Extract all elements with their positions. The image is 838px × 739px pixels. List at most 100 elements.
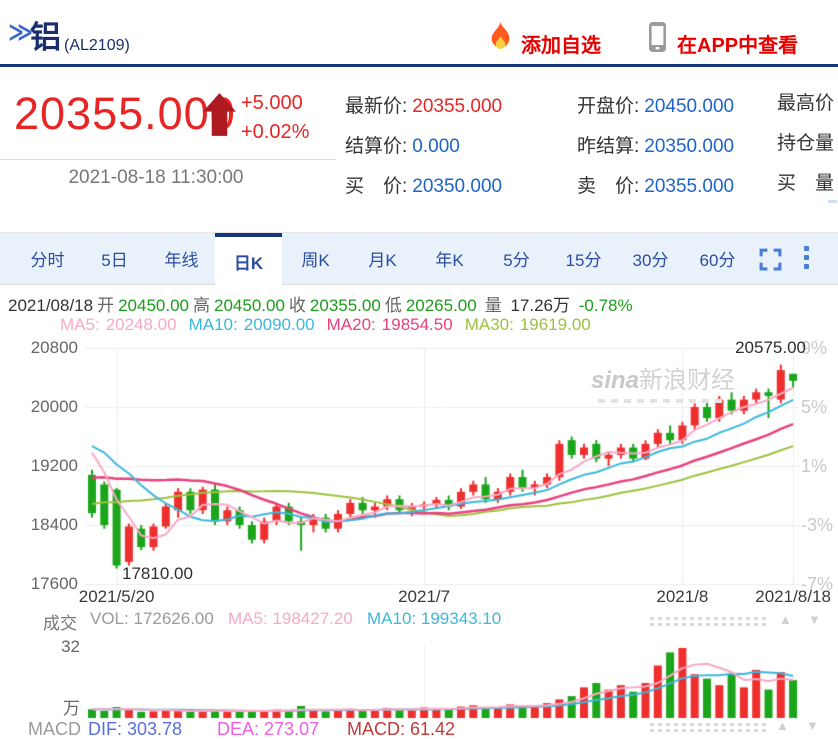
volume-panel-label: 成交 [43, 614, 77, 633]
scroll-down-icon[interactable]: ▼ [806, 718, 819, 733]
view-in-app-button[interactable]: 在APP中查看 [677, 35, 799, 57]
price-tick: 20800 [30, 338, 78, 357]
quote-item: 开盘价: 20450.000 [577, 91, 775, 118]
ma-info-item: MA5: 20248.00 [60, 315, 177, 334]
quote-value: 0.000 [412, 135, 460, 157]
kline-date: 2021/08/18 [8, 296, 94, 315]
macd-panel-label: MACD [28, 719, 81, 739]
ohlc-label: 开 [97, 296, 115, 315]
macd-value: MACD: 61.42 [347, 719, 456, 739]
more-menu-icon[interactable] [804, 246, 810, 273]
tab-10[interactable]: 60分 [699, 251, 736, 270]
ohlc-label: 高 [193, 296, 210, 315]
add-watchlist-button[interactable]: 添加自选 [521, 35, 601, 57]
quote-label: 结算价: [345, 135, 408, 157]
tab-2[interactable]: 年线 [164, 251, 199, 270]
quote-item: 结算价: 0.000 [345, 131, 577, 158]
quote-label: 最新价: [345, 95, 408, 117]
price-change-pct: +0.02% [241, 121, 310, 143]
ohlc-value: 20355.00 [309, 296, 381, 315]
fullscreen-icon[interactable] [758, 247, 783, 277]
percent-tick: 5% [801, 397, 828, 417]
price-change: +5.000 [241, 92, 303, 114]
low-annotation: 17810.00 [122, 564, 193, 583]
quote-value: 20355.000 [412, 95, 503, 117]
scroll-up-icon[interactable]: ▲ [779, 612, 792, 627]
ohlc-value: 20265.00 [405, 296, 477, 315]
high-annotation: 20575.00 [735, 338, 806, 357]
breadcrumb-chevron-icon: ≫ [8, 19, 34, 46]
quote-value: 20350.000 [412, 175, 503, 197]
kline-info-row: 2021/08/18 开 20450.00 高 20450.00 收 20355.00 低 20… [8, 291, 637, 316]
price-tick: 18400 [30, 515, 78, 534]
percent-tick: -7% [801, 574, 834, 594]
percent-tick: 1% [801, 456, 828, 476]
quote-value: 20350.000 [644, 135, 735, 157]
flame-icon [487, 22, 514, 58]
quote-value: 20450.000 [644, 95, 735, 117]
quote-label-truncated: 持仓量 [777, 133, 835, 154]
quote-item: 昨结算: 20350.000 [577, 131, 775, 158]
quote-label-truncated: 最高价 [777, 93, 835, 114]
date-tick: 2021/8/18 [755, 587, 831, 606]
price-tick: 17600 [30, 574, 78, 593]
date-tick: 2021/8 [656, 587, 709, 606]
phone-icon [647, 21, 668, 58]
tab-7[interactable]: 5分 [503, 251, 530, 270]
quote-timestamp: 2021-08-18 11:30:00 [68, 167, 244, 188]
pct-value: -0.78% [578, 296, 633, 315]
scroll-down-icon[interactable]: ▼ [808, 612, 821, 627]
panel-resize-grip[interactable] [650, 723, 768, 735]
macd-dea: DEA: 273.07 [217, 719, 320, 739]
page-title: 铝 [30, 20, 61, 55]
quote-item: 最新价: 20355.000 [345, 91, 577, 118]
price-up-arrow-icon [203, 93, 236, 141]
header: ≫ 铝 (AL2109) 添加自选 在APP中查看 [0, 0, 838, 67]
ma-info-item: MA10: 20090.00 [188, 315, 315, 334]
tab-3[interactable]: 日K [215, 233, 282, 285]
period-tabbar: 分时 5日 年线 日K 周K 月K 年K 5分 15分 30分 60分 [0, 232, 838, 285]
quote-label: 卖 价: [577, 175, 640, 197]
tab-4[interactable]: 周K [301, 251, 330, 270]
tab-0[interactable]: 分时 [30, 251, 65, 270]
ma-info-item: MA30: 19619.00 [464, 315, 591, 334]
quote-value: 20355.000 [644, 175, 735, 197]
ohlc-value: 20450.00 [214, 296, 285, 315]
contract-code: (AL2109) [64, 37, 130, 54]
scroll-up-icon[interactable]: ▲ [776, 718, 789, 733]
percent-tick: -3% [801, 515, 834, 535]
ma-info-row: MA5: 20248.00 MA10: 20090.00 MA20: 19854.50 MA… [60, 315, 603, 335]
vol-label: 量 [484, 296, 502, 315]
watermark-name: 新浪财经 [639, 367, 736, 394]
date-tick: 2021/7 [398, 587, 451, 606]
watermark-slogan [598, 399, 728, 403]
tab-6[interactable]: 年K [435, 251, 464, 270]
last-price: 20355.000 [14, 88, 236, 139]
price-tick: 20000 [30, 397, 78, 416]
scrollbar-fragment [828, 200, 837, 203]
ohlc-value: 20450.00 [118, 296, 189, 315]
price-tick: 19200 [30, 456, 78, 475]
tab-1[interactable]: 5日 [101, 251, 128, 270]
watermark-brand: sina [590, 367, 640, 394]
ohlc-label: 收 [288, 296, 306, 315]
quote-item: 卖 价: 20355.000 [577, 171, 775, 198]
quote-label: 开盘价: [577, 95, 640, 117]
volume-chart-canvas[interactable] [0, 645, 838, 720]
date-tick: 2021/5/20 [78, 587, 155, 606]
quote-label: 昨结算: [577, 135, 640, 157]
quote-label: 买 价: [345, 175, 408, 197]
main-chart-canvas[interactable] [0, 336, 838, 596]
macd-dif: DIF: 303.78 [88, 719, 183, 739]
ohlc-label: 低 [384, 296, 402, 315]
panel-resize-grip[interactable] [650, 617, 768, 629]
quote-label-truncated: 买 量 [777, 173, 835, 194]
quote-item: 买 价: 20350.000 [345, 171, 577, 198]
percent-tick: 9% [801, 338, 828, 358]
tab-5[interactable]: 月K [368, 251, 397, 270]
ma-info-item: MA20: 19854.50 [326, 315, 453, 334]
tab-8[interactable]: 15分 [565, 251, 602, 270]
tab-9[interactable]: 30分 [632, 251, 669, 270]
volume-value: VOL: 172626.00 [90, 609, 214, 628]
